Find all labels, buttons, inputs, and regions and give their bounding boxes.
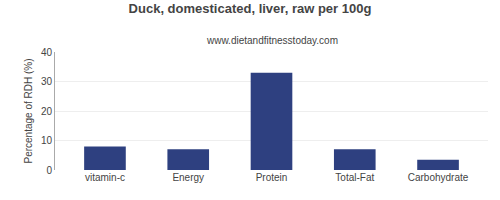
svg-text:Total-Fat: Total-Fat <box>335 172 374 183</box>
svg-text:10: 10 <box>41 135 53 146</box>
svg-text:30: 30 <box>41 76 53 87</box>
svg-text:0: 0 <box>46 165 52 176</box>
svg-text:Protein: Protein <box>256 172 288 183</box>
svg-text:vitamin-c: vitamin-c <box>85 172 125 183</box>
svg-text:Duck, domesticated, liver, raw: Duck, domesticated, liver, raw per 100g <box>129 1 372 16</box>
svg-text:Energy: Energy <box>172 172 204 183</box>
svg-text:www.dietandfitnesstoday.com: www.dietandfitnesstoday.com <box>206 35 338 46</box>
svg-text:40: 40 <box>41 47 53 58</box>
svg-text:20: 20 <box>41 106 53 117</box>
svg-text:Carbohydrate: Carbohydrate <box>408 172 469 183</box>
svg-text:Percentage of RDH (%): Percentage of RDH (%) <box>23 58 34 163</box>
